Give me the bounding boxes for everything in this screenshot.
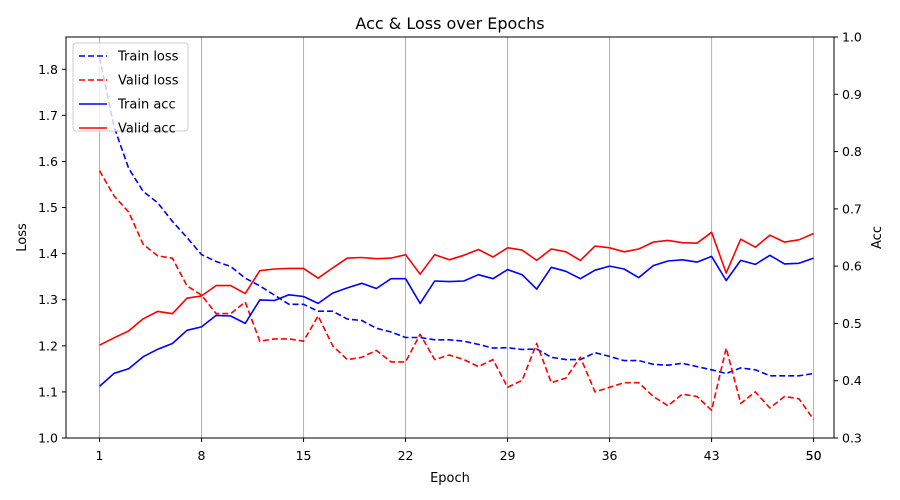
x-axis-label: Epoch [430,471,470,486]
plot-lines [98,57,815,421]
x-tick-label: 50 [806,448,822,463]
x-tick-label: 43 [704,448,720,463]
legend-label: Valid loss [118,74,179,89]
y-right-tick-label: 0.6 [842,259,862,274]
x-tick-label: 29 [500,448,516,463]
y-right-tick-label: 0.5 [842,316,862,331]
y-left-tick-label: 1.8 [38,62,58,77]
y-axis-right: 0.3 0.4 0.5 0.6 0.7 0.8 0.9 1.0 [834,30,862,446]
x-tick-label-extra: 50 [806,448,822,463]
y-right-tick-label: 0.7 [842,201,862,216]
y-left-tick-label: 1.4 [38,246,58,261]
y-right-tick-label: 1.0 [842,30,862,45]
y-left-tick-label: 1.5 [38,200,58,215]
y-left-tick-label: 1.0 [38,431,58,446]
y-left-tick-label: 1.7 [38,108,58,123]
legend-label: Train acc [117,98,176,113]
y-right-tick-label: 0.4 [842,373,862,388]
y-left-tick-label: 1.2 [38,338,58,353]
y-axis-left-label: Loss [15,223,30,252]
y-axis-left: 1.0 1.1 1.2 1.3 1.4 1.5 1.6 1.7 1.8 [38,62,66,446]
y-right-tick-label: 0.9 [842,87,862,102]
chart-title: Acc & Loss over Epochs [355,14,544,33]
x-tick-label: 36 [602,448,618,463]
grid [99,37,815,438]
y-left-tick-label: 1.3 [38,292,58,307]
legend-label: Valid acc [118,122,176,137]
legend-box [72,42,189,132]
y-axis-right-label: Acc [870,226,885,249]
x-tick-label: 22 [398,448,414,463]
y-left-tick-label: 1.6 [38,154,58,169]
x-tick-label: 15 [296,448,312,463]
series-line-valid-acc [99,231,814,346]
series-line-train-loss [98,57,814,377]
y-right-tick-label: 0.3 [842,431,862,446]
series-line-train-acc [98,254,814,387]
y-left-tick-label: 1.1 [38,384,58,399]
legend: Train loss Valid loss Train acc Valid acc [72,42,189,137]
legend-label: Train loss [117,50,179,65]
y-right-tick-label: 0.8 [842,144,862,159]
series-line-valid-loss [98,170,815,421]
x-tick-label: 8 [198,448,206,463]
plot-frame [65,36,835,439]
x-tick-label: 1 [96,448,104,463]
